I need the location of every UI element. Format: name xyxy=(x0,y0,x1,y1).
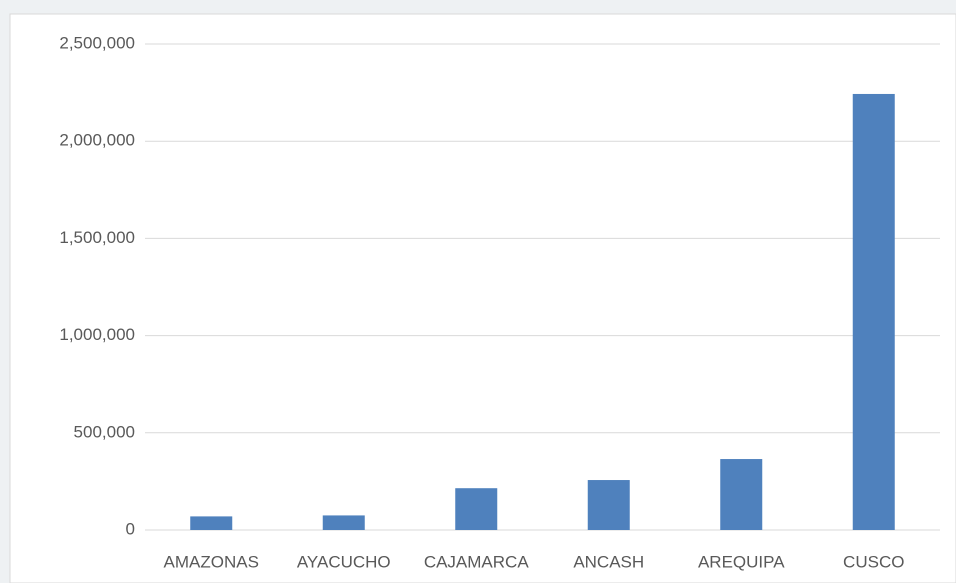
x-tick-label: CAJAMARCA xyxy=(424,552,530,571)
x-tick-label: ANCASH xyxy=(573,552,644,571)
bar xyxy=(322,515,365,530)
x-tick-label: AREQUIPA xyxy=(698,552,785,571)
y-tick-label: 1,500,000 xyxy=(59,228,135,247)
x-tick-label: CUSCO xyxy=(843,552,904,571)
x-tick-label: AMAZONAS xyxy=(164,552,259,571)
bar xyxy=(190,516,233,530)
y-tick-label: 0 xyxy=(126,519,135,538)
y-tick-label: 2,000,000 xyxy=(59,131,135,150)
bar xyxy=(720,459,763,530)
chart-area xyxy=(9,13,956,583)
y-tick-label: 500,000 xyxy=(74,422,135,441)
bar xyxy=(455,488,498,530)
bar xyxy=(587,480,630,530)
y-tick-label: 1,000,000 xyxy=(59,325,135,344)
x-tick-label: AYACUCHO xyxy=(297,552,391,571)
bar xyxy=(852,93,895,530)
y-tick-label: 2,500,000 xyxy=(59,33,135,52)
